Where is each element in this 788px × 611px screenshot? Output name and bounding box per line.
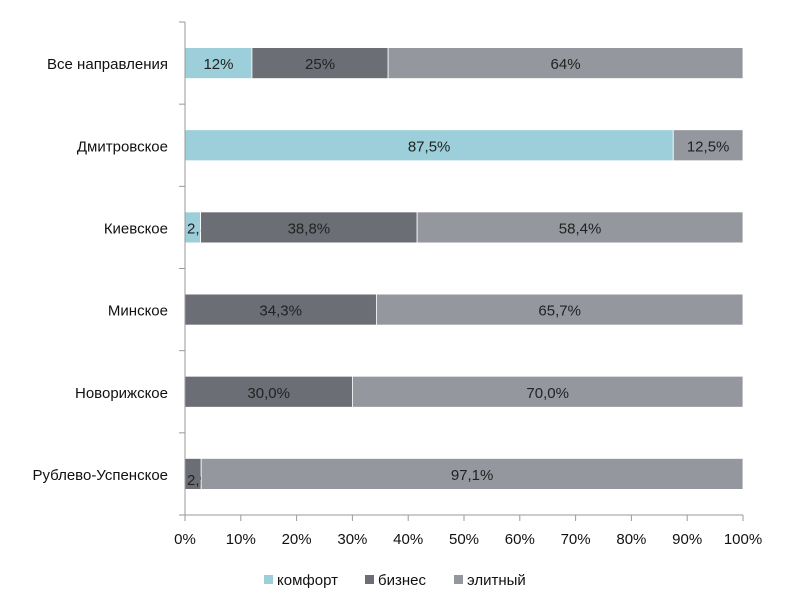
data-label: 38,8% (288, 220, 331, 237)
bars-layer: 12%25%64%87,5%12,5%2,8%38,8%58,4%34,3%65… (184, 47, 744, 490)
bar-segment (184, 47, 253, 79)
category-label: Рублево-Успенское (32, 467, 168, 484)
x-tick-label: 10% (226, 531, 256, 548)
bar-segment (200, 211, 418, 244)
data-label: 97,1% (451, 467, 494, 484)
bar-segment (251, 47, 389, 79)
legend-label: элитный (467, 572, 526, 589)
data-label: 12% (203, 56, 233, 73)
x-tick-label: 20% (282, 531, 312, 548)
x-tick-label: 50% (449, 531, 479, 548)
category-label: Дмитровское (77, 138, 168, 155)
x-tick-label: 30% (337, 531, 367, 548)
data-label: 12,5% (687, 138, 730, 155)
x-tick-label: 90% (672, 531, 702, 548)
bar-segment (184, 129, 674, 162)
bar-segment (416, 211, 744, 244)
bar-segment (351, 375, 744, 408)
data-label: 25% (305, 56, 335, 73)
category-label: Все направления (47, 56, 168, 73)
bar-segment (184, 293, 377, 326)
legend: комфорт бизнес элитный (264, 572, 526, 589)
legend-label: комфорт (277, 572, 338, 589)
legend-label: бизнес (378, 572, 426, 589)
legend-swatch (264, 575, 273, 584)
bar-segment (672, 129, 744, 162)
data-label: 87,5% (408, 138, 451, 155)
data-label: 70,0% (526, 385, 569, 402)
axes-layer: Все направления Дмитровское Киевское Минско… (32, 21, 762, 548)
data-label: 65,7% (538, 303, 581, 320)
legend-swatch (365, 575, 374, 584)
x-tick-label: 40% (393, 531, 423, 548)
x-tick-label: 100% (724, 531, 762, 548)
legend-swatch (454, 575, 463, 584)
x-tick-label: 60% (505, 531, 535, 548)
x-tick-label: 0% (174, 531, 196, 548)
data-label: 34,3% (259, 303, 302, 320)
bar-segment (200, 458, 744, 490)
category-label: Киевское (104, 220, 168, 237)
data-label: 30,0% (247, 385, 290, 402)
x-tick-label: 70% (561, 531, 591, 548)
bar-segment (387, 47, 744, 79)
category-label: Минское (108, 303, 168, 320)
bar-segment (375, 293, 744, 326)
data-label: 58,4% (559, 220, 602, 237)
data-label: 64% (551, 56, 581, 73)
x-tick-label: 80% (616, 531, 646, 548)
category-label: Новорижское (75, 385, 168, 402)
